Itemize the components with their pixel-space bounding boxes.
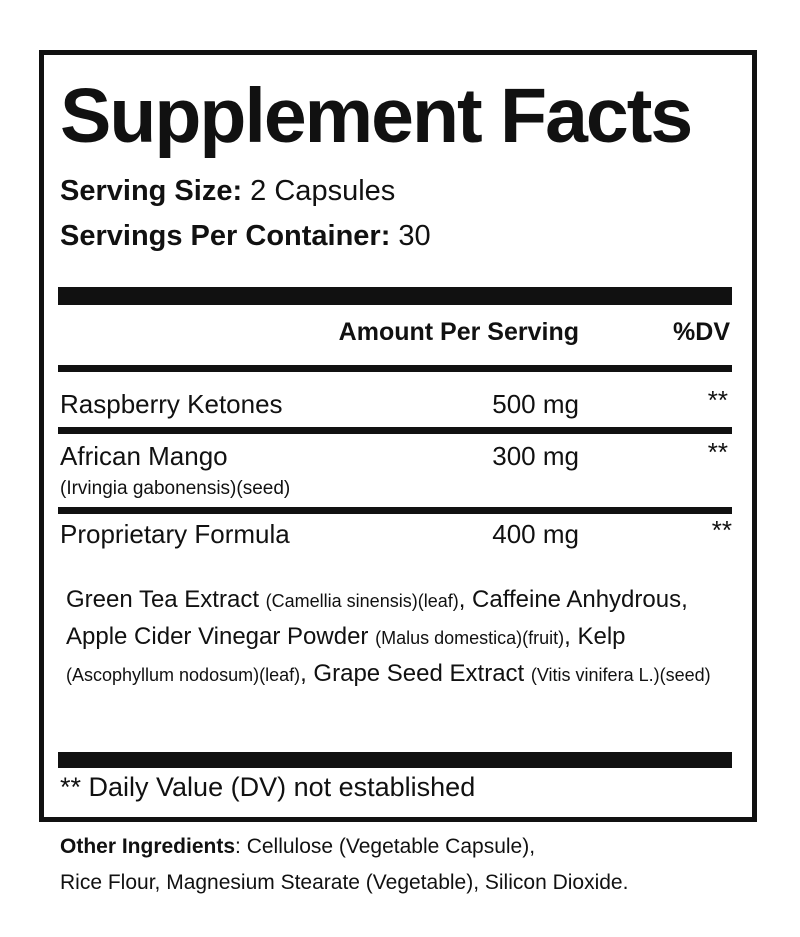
- other-ingredients-line: Rice Flour, Magnesium Stearate (Vegetabl…: [60, 871, 629, 894]
- ingredient-name: , Kelp: [564, 623, 626, 650]
- footnote: ** Daily Value (DV) not established: [60, 772, 476, 802]
- other-ingredients: Other Ingredients: Cellulose (Vegetable …: [60, 835, 535, 859]
- row-name: Proprietary Formula: [60, 519, 290, 549]
- row-amount: 500 mg: [492, 389, 579, 419]
- divider: [58, 507, 732, 514]
- ingredient-source: (Ascophyllum nodosum)(leaf): [66, 665, 301, 685]
- servings-label: Servings Per Container:: [60, 220, 391, 252]
- header-amount: Amount Per Serving: [338, 318, 579, 346]
- row-name: Raspberry Ketones: [60, 389, 283, 419]
- divider: [58, 427, 732, 434]
- row-amount: 300 mg: [492, 441, 579, 471]
- row-dv: **: [707, 437, 728, 467]
- servings-value: 30: [390, 220, 431, 252]
- serving-size-value: 2 Capsules: [242, 175, 396, 207]
- ingredient-name: Green Tea Extract: [66, 586, 266, 613]
- row-subname: (Irvingia gabonensis)(seed): [60, 478, 291, 499]
- divider-thick: [58, 287, 732, 305]
- divider-thick: [58, 752, 732, 768]
- proprietary-formula-ingredients: Green Tea Extract (Camellia sinensis)(le…: [66, 582, 726, 693]
- serving-size-label: Serving Size:: [60, 175, 243, 207]
- divider-medium: [58, 365, 732, 372]
- ingredient-source: (Camellia sinensis)(leaf): [265, 591, 459, 611]
- header-dv: %DV: [673, 318, 730, 346]
- panel-title: Supplement Facts: [60, 73, 693, 159]
- row-name: African Mango: [60, 441, 228, 471]
- row-dv: **: [711, 515, 732, 545]
- supplement-facts-panel: [39, 50, 757, 822]
- row-amount: 400 mg: [492, 519, 579, 549]
- other-ingredients-line: : Cellulose (Vegetable Capsule),: [235, 835, 536, 858]
- other-ingredients-label: Other Ingredients: [60, 835, 236, 858]
- ingredient-name: , Grape Seed Extract: [300, 660, 531, 687]
- servings-per-container: Servings Per Container: 30: [60, 220, 431, 253]
- serving-size: Serving Size: 2 Capsules: [60, 175, 395, 208]
- ingredient-source: (Vitis vinifera L.)(seed): [530, 665, 711, 685]
- ingredient-source: (Malus domestica)(fruit): [375, 628, 565, 648]
- ingredient-name: , Caffeine Anhydrous, Apple Cider Vinega…: [66, 586, 688, 650]
- row-dv: **: [707, 385, 728, 415]
